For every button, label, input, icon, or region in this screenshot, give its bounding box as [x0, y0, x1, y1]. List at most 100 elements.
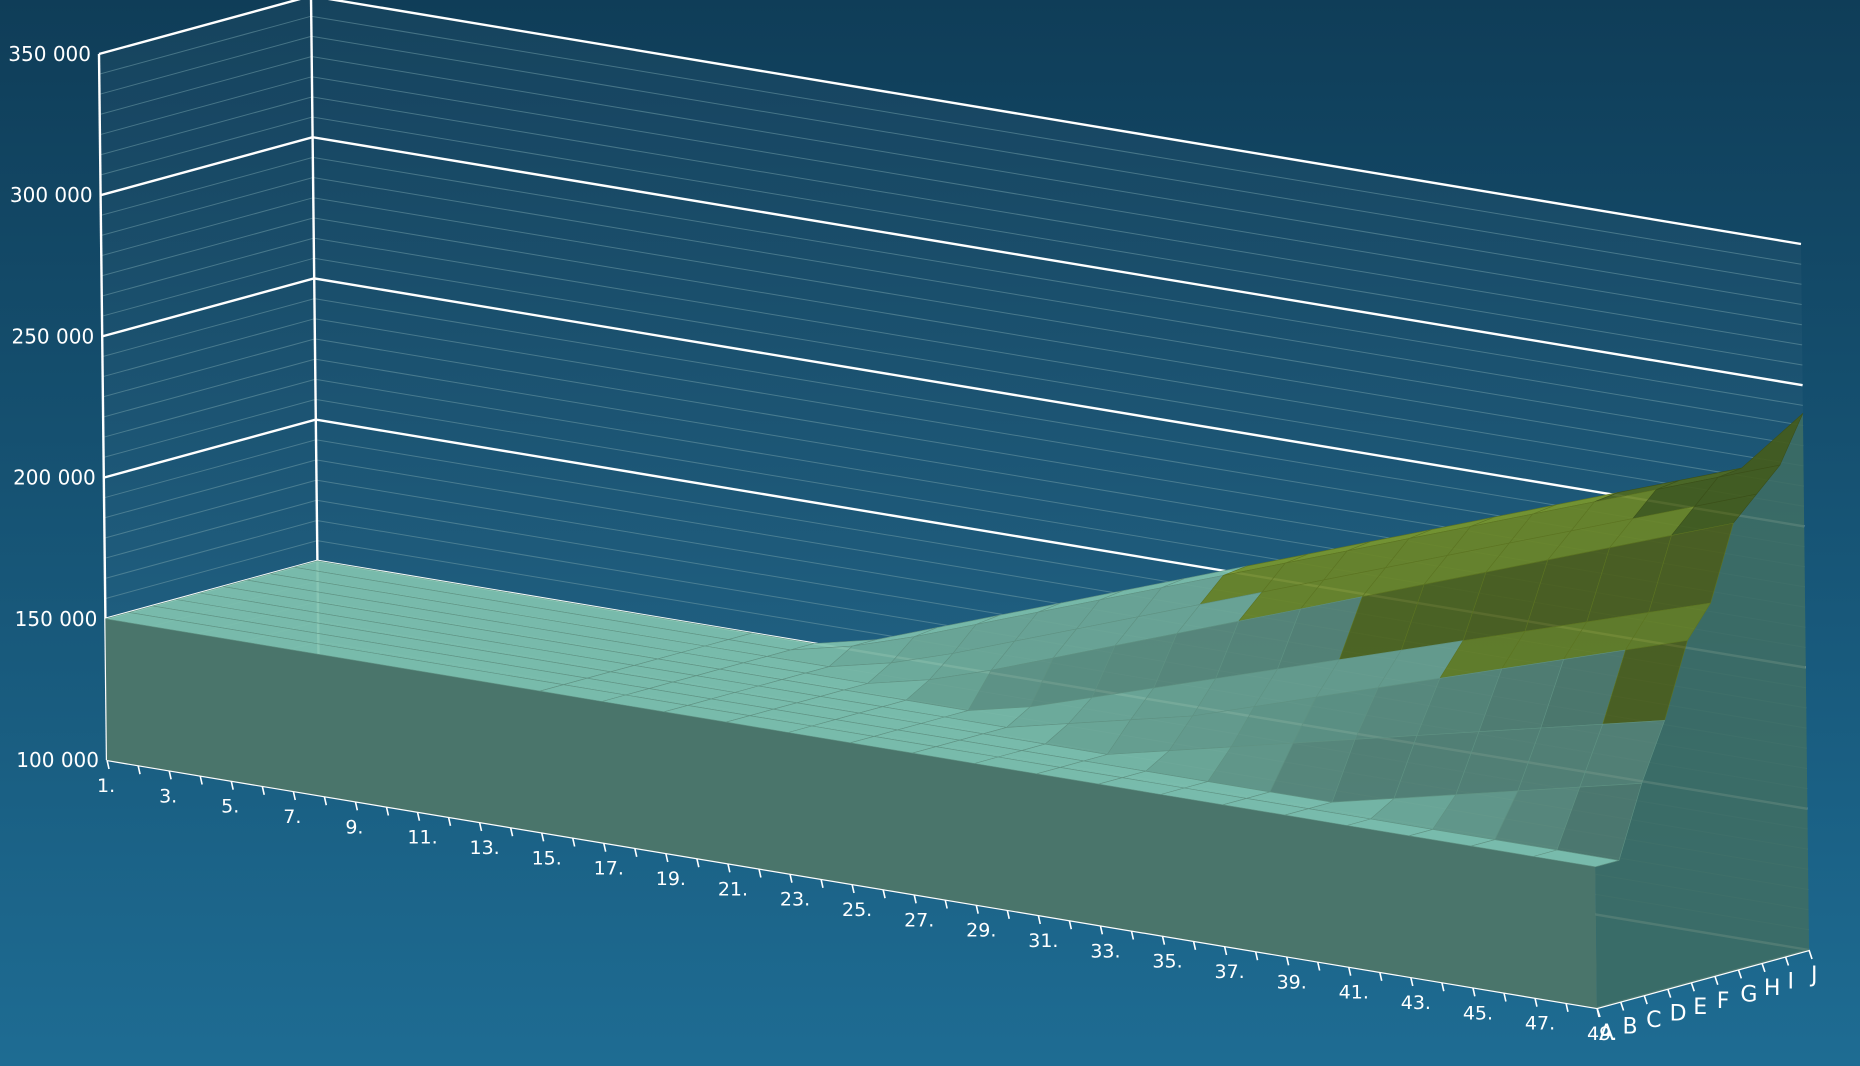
x-tick-label: 5. — [221, 796, 239, 818]
x-tick-mark — [975, 904, 979, 914]
x-tick-label: 1. — [97, 775, 115, 797]
depth-tick-mark — [1666, 988, 1672, 998]
depth-tick-label: I — [1787, 969, 1794, 994]
depth-tick-mark — [1643, 994, 1648, 1005]
depth-tick-label: D — [1670, 1002, 1687, 1027]
x-tick-label: 11. — [407, 827, 437, 849]
x-tick-mark — [633, 847, 638, 858]
x-tick-mark — [1316, 961, 1321, 971]
x-tick-label: 7. — [283, 806, 301, 828]
depth-tick-label: G — [1740, 982, 1757, 1007]
x-tick-label: 39. — [1277, 971, 1307, 993]
x-tick-label: 45. — [1463, 1002, 1493, 1024]
x-tick-mark — [727, 863, 731, 873]
x-tick-mark — [509, 826, 514, 837]
y-tick-label: 300 000 — [10, 183, 93, 207]
depth-tick-mark — [1737, 969, 1743, 979]
x-tick-label: 31. — [1028, 930, 1058, 952]
x-tick-label: 27. — [904, 909, 934, 931]
x-tick-label: 19. — [656, 868, 686, 890]
depth-tick-label: E — [1693, 995, 1707, 1020]
surface — [105, 413, 1809, 1008]
x-tick-mark — [1409, 976, 1414, 987]
x-tick-mark — [602, 842, 607, 852]
x-tick-mark — [1161, 935, 1166, 945]
depth-tick-mark — [1761, 962, 1766, 973]
x-tick-mark — [1503, 992, 1507, 1002]
depth-tick-mark — [1808, 949, 1813, 960]
x-tick-mark — [230, 780, 234, 790]
x-tick-mark — [1006, 909, 1010, 920]
y-tick-label: 350 000 — [8, 42, 91, 66]
tick-labels: 100 000 150 000 200 000 250 000 300 000 350 0… — [8, 42, 1817, 1046]
x-tick-mark — [789, 873, 793, 883]
surface-side-wall — [1595, 413, 1809, 1008]
x-tick-mark — [261, 785, 265, 796]
x-tick-mark — [478, 821, 483, 832]
x-tick-mark — [1192, 940, 1197, 951]
x-tick-mark — [168, 770, 172, 780]
x-tick-label: 9. — [345, 816, 363, 838]
depth-tick-mark — [1714, 975, 1719, 986]
x-tick-label: 25. — [842, 899, 872, 921]
x-tick-mark — [137, 764, 141, 775]
x-tick-mark — [1565, 1002, 1569, 1013]
x-tick-mark — [696, 857, 700, 868]
x-tick-mark — [851, 883, 855, 894]
x-tick-mark — [416, 811, 421, 821]
x-tick-label: 49. — [1587, 1023, 1617, 1045]
x-tick-mark — [944, 899, 948, 909]
x-tick-mark — [1223, 945, 1228, 956]
major-gridline — [98, 0, 1802, 246]
x-tick-mark — [1099, 925, 1104, 935]
x-tick-label: 13. — [470, 837, 500, 859]
x-tick-mark — [1285, 956, 1290, 966]
x-tick-label: 47. — [1525, 1013, 1555, 1035]
x-tick-mark — [540, 832, 545, 842]
x-tick-label: 33. — [1090, 940, 1120, 962]
x-tick-label: 17. — [594, 858, 624, 880]
x-tick-mark — [1130, 930, 1135, 940]
x-tick-label: 21. — [718, 878, 748, 900]
x-tick-mark — [1254, 950, 1259, 961]
x-tick-mark — [1037, 914, 1042, 925]
depth-tick-mark — [1619, 1001, 1625, 1011]
x-tick-label: 15. — [532, 847, 562, 869]
x-tick-label: 23. — [780, 889, 810, 911]
x-tick-label: 41. — [1339, 982, 1369, 1004]
x-tick-mark — [199, 775, 203, 785]
y-tick-label: 150 000 — [15, 607, 98, 631]
x-tick-mark — [571, 837, 576, 847]
depth-tick-label: C — [1646, 1008, 1661, 1033]
depth-tick-label: J — [1809, 963, 1818, 988]
x-tick-mark — [1441, 981, 1445, 992]
surface-front-wall — [105, 618, 1597, 1008]
depth-tick-mark — [1784, 956, 1790, 966]
x-tick-label: 29. — [966, 920, 996, 942]
x-tick-mark — [664, 852, 669, 863]
y-axis-line — [97, 53, 109, 761]
x-tick-mark — [447, 816, 452, 827]
depth-tick-label: F — [1717, 989, 1730, 1014]
x-tick-label: 43. — [1401, 992, 1431, 1014]
surface-facet — [1533, 849, 1620, 868]
depth-tick-label: B — [1623, 1015, 1638, 1040]
x-tick-mark — [385, 806, 390, 816]
depth-tick-mark — [1690, 981, 1695, 992]
x-tick-mark — [292, 790, 297, 801]
x-tick-mark — [882, 888, 886, 899]
x-tick-mark — [758, 868, 762, 878]
x-tick-label: 3. — [159, 785, 177, 807]
y-tick-label: 100 000 — [16, 748, 99, 772]
x-tick-mark — [1378, 971, 1383, 982]
y-tick-label: 250 000 — [11, 324, 94, 348]
x-tick-mark — [1347, 966, 1352, 976]
x-tick-mark — [323, 795, 328, 806]
depth-tick-label: A — [1599, 1021, 1614, 1046]
x-tick-mark — [1472, 987, 1476, 997]
x-tick-mark — [354, 801, 359, 811]
x-tick-label: 35. — [1152, 951, 1182, 973]
depth-tick-label: H — [1764, 976, 1781, 1001]
x-tick-mark — [913, 894, 917, 904]
